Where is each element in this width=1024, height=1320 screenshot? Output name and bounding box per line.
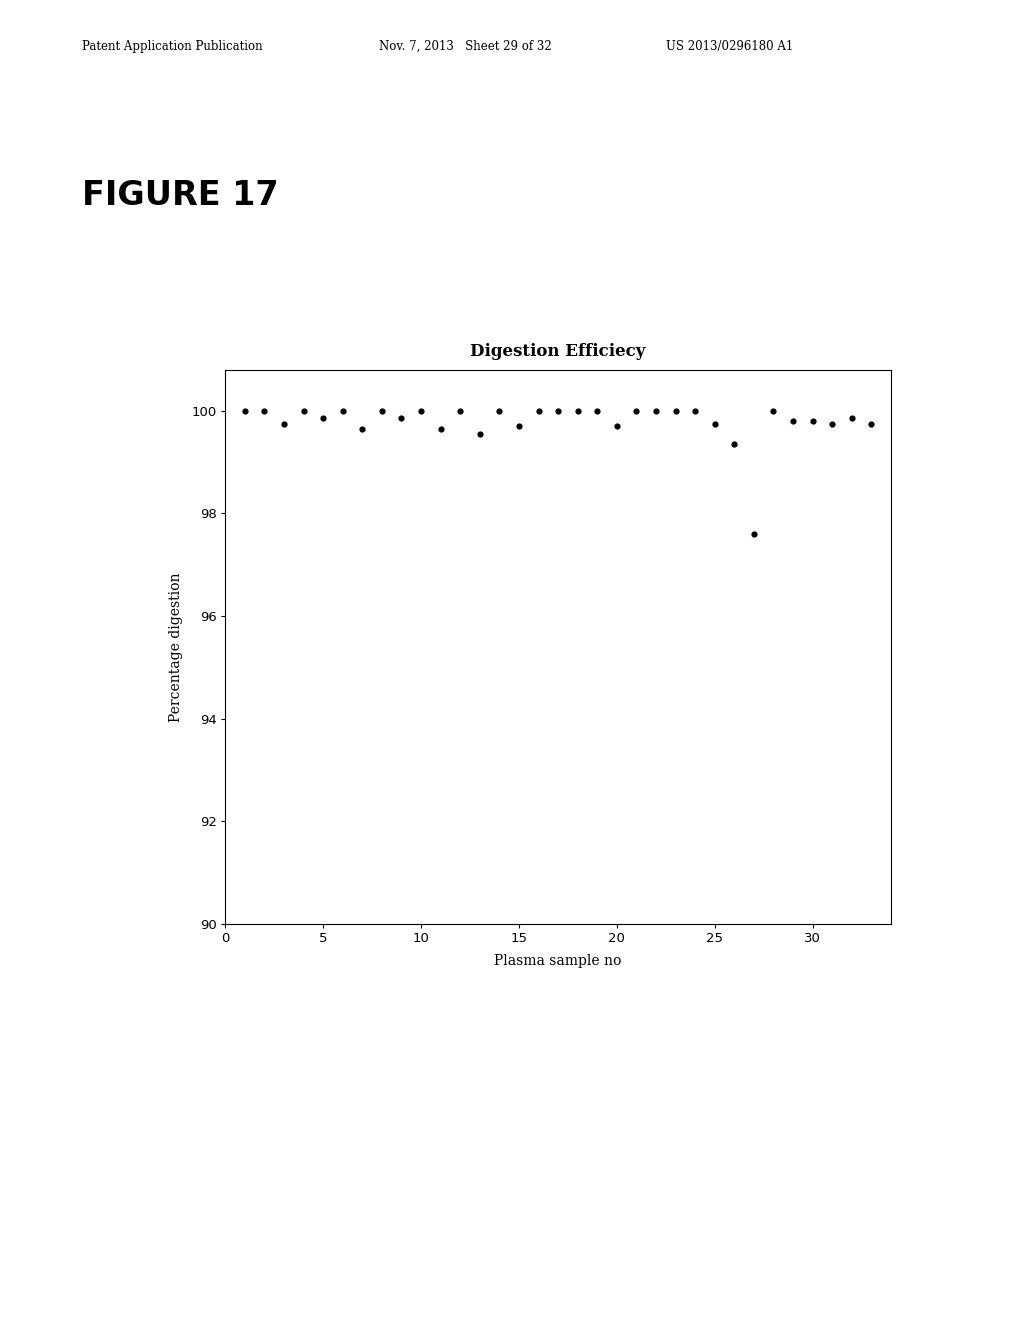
Point [393,408,410,429]
Point [784,411,801,432]
Point [275,413,292,434]
Point [844,408,860,429]
Point [550,400,566,421]
Point [569,400,586,421]
Text: FIGURE 17: FIGURE 17 [82,178,279,211]
Text: US 2013/0296180 A1: US 2013/0296180 A1 [666,40,793,53]
Y-axis label: Percentage digestion: Percentage digestion [169,572,183,722]
Point [256,400,272,421]
Point [335,400,351,421]
Point [432,418,449,440]
Point [726,433,742,454]
Point [648,400,665,421]
Point [511,416,527,437]
Point [472,424,488,445]
Point [295,400,311,421]
Point [707,413,723,434]
Point [315,408,332,429]
Point [824,413,841,434]
Text: Patent Application Publication: Patent Application Publication [82,40,262,53]
Point [589,400,605,421]
Point [668,400,684,421]
Title: Digestion Efficiecy: Digestion Efficiecy [470,343,646,360]
Point [608,416,625,437]
Point [413,400,429,421]
Point [628,400,644,421]
Point [745,523,762,544]
Point [354,418,371,440]
Point [805,411,821,432]
Point [374,400,390,421]
Point [863,413,880,434]
Point [452,400,468,421]
X-axis label: Plasma sample no: Plasma sample no [495,953,622,968]
Point [687,400,703,421]
Text: Nov. 7, 2013   Sheet 29 of 32: Nov. 7, 2013 Sheet 29 of 32 [379,40,552,53]
Point [492,400,508,421]
Point [530,400,547,421]
Point [237,400,253,421]
Point [765,400,781,421]
